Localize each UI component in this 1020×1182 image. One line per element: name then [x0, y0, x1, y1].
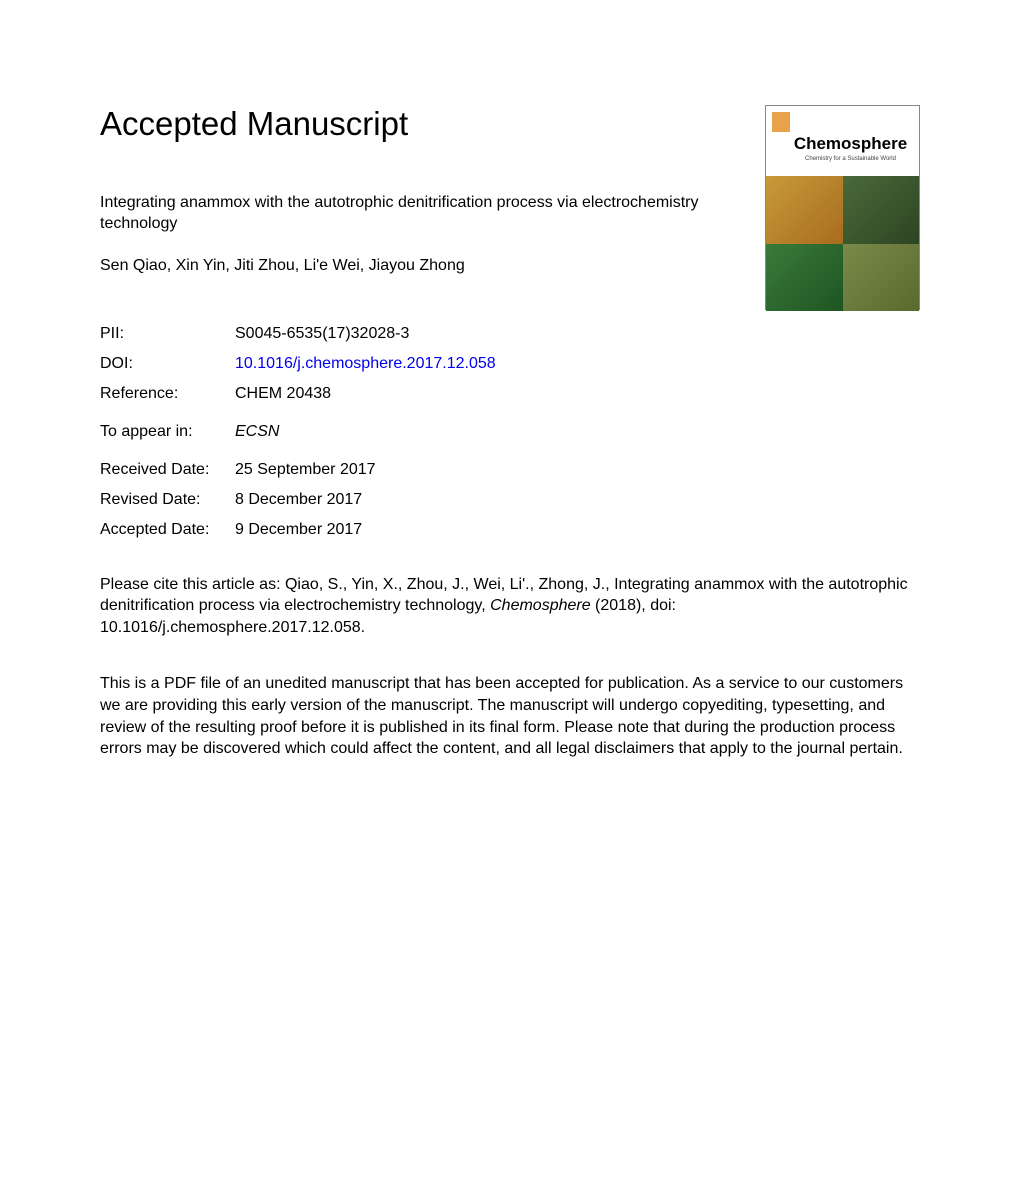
- cover-artwork: [766, 176, 919, 311]
- meta-row-doi: DOI: 10.1016/j.chemosphere.2017.12.058: [100, 355, 920, 373]
- meta-label: Revised Date:: [100, 491, 235, 509]
- meta-value: S0045-6535(17)32028-3: [235, 325, 409, 343]
- meta-label: Received Date:: [100, 461, 235, 479]
- metadata-table: PII: S0045-6535(17)32028-3 DOI: 10.1016/…: [100, 325, 920, 539]
- citation-journal: Chemosphere: [490, 597, 591, 614]
- meta-label: Reference:: [100, 385, 235, 403]
- meta-row-accepted: Accepted Date: 9 December 2017: [100, 521, 920, 539]
- disclaimer-text: This is a PDF file of an unedited manusc…: [100, 673, 920, 759]
- leaf-icon: [843, 176, 920, 244]
- leaf-icon: [766, 176, 843, 244]
- meta-value: 9 December 2017: [235, 521, 362, 539]
- article-title: Integrating anammox with the autotrophic…: [100, 193, 745, 235]
- citation-text: Please cite this article as: Qiao, S., Y…: [100, 574, 920, 639]
- leaf-icon: [766, 244, 843, 312]
- journal-cover-thumbnail: Chemosphere Chemistry for a Sustainable …: [765, 105, 920, 310]
- cover-subtitle: Chemistry for a Sustainable World: [774, 156, 927, 162]
- meta-row-revised: Revised Date: 8 December 2017: [100, 491, 920, 509]
- cover-header: Chemosphere Chemistry for a Sustainable …: [766, 106, 919, 176]
- header-section: Accepted Manuscript Integrating anammox …: [100, 105, 920, 315]
- meta-label: DOI:: [100, 355, 235, 373]
- author-list: Sen Qiao, Xin Yin, Jiti Zhou, Li'e Wei, …: [100, 257, 745, 275]
- leaf-icon: [843, 244, 920, 312]
- meta-label: To appear in:: [100, 423, 235, 441]
- meta-value: 8 December 2017: [235, 491, 362, 509]
- doi-link[interactable]: 10.1016/j.chemosphere.2017.12.058: [235, 355, 496, 373]
- meta-row-received: Received Date: 25 September 2017: [100, 461, 920, 479]
- meta-label: PII:: [100, 325, 235, 343]
- meta-value: 25 September 2017: [235, 461, 376, 479]
- meta-row-reference: Reference: CHEM 20438: [100, 385, 920, 403]
- page-heading: Accepted Manuscript: [100, 105, 745, 143]
- meta-label: Accepted Date:: [100, 521, 235, 539]
- meta-value: CHEM 20438: [235, 385, 331, 403]
- meta-row-pii: PII: S0045-6535(17)32028-3: [100, 325, 920, 343]
- meta-value: ECSN: [235, 423, 279, 441]
- cover-journal-name: Chemosphere: [774, 134, 927, 154]
- publisher-logo-icon: [772, 112, 790, 132]
- left-column: Accepted Manuscript Integrating anammox …: [100, 105, 765, 315]
- meta-row-appear: To appear in: ECSN: [100, 423, 920, 441]
